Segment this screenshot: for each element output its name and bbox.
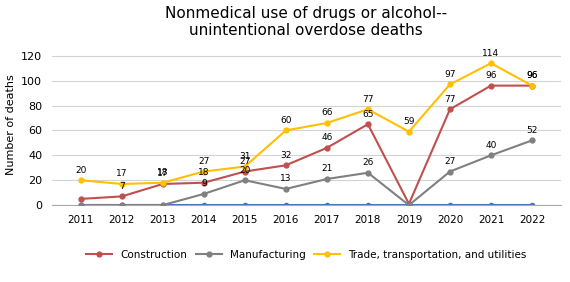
Text: 18: 18 [157, 168, 169, 177]
Trade, transportation, and utilities [160, 181, 166, 184]
Text: 9: 9 [201, 179, 207, 188]
Construction [528, 84, 535, 87]
Construction [446, 107, 453, 111]
Trade, transportation, and utilities [241, 165, 248, 168]
Construction [364, 122, 371, 126]
Manufacturing [282, 187, 289, 191]
Trade, transportation, and utilities [201, 170, 207, 173]
Construction [201, 181, 207, 184]
Text: 52: 52 [526, 126, 538, 135]
Text: 97: 97 [444, 70, 456, 79]
Text: 66: 66 [321, 108, 333, 117]
Line: Construction: Construction [78, 83, 535, 206]
Construction [160, 182, 166, 186]
Trade, transportation, and utilities [282, 129, 289, 132]
Legend: Construction, Manufacturing, Trade, transportation, and utilities: Construction, Manufacturing, Trade, tran… [82, 246, 531, 264]
Construction [487, 84, 494, 87]
Text: 20: 20 [75, 166, 87, 175]
Trade, transportation, and utilities [487, 61, 494, 65]
Trade, transportation, and utilities [323, 121, 330, 125]
Text: 96: 96 [485, 71, 496, 80]
Manufacturing [323, 177, 330, 181]
Trade, transportation, and utilities [405, 130, 412, 133]
Trade, transportation, and utilities [528, 84, 535, 87]
Text: 96: 96 [526, 71, 538, 80]
Text: 46: 46 [321, 133, 332, 142]
Text: 77: 77 [362, 95, 374, 104]
Construction [78, 197, 84, 201]
Text: 31: 31 [239, 152, 251, 161]
Text: 27: 27 [239, 157, 250, 166]
Text: 60: 60 [280, 116, 292, 125]
Manufacturing [241, 179, 248, 182]
Trade, transportation, and utilities [446, 83, 453, 86]
Manufacturing [487, 154, 494, 157]
Manufacturing [446, 170, 453, 173]
Title: Nonmedical use of drugs or alcohol--
unintentional overdose deaths: Nonmedical use of drugs or alcohol-- uni… [165, 6, 447, 38]
Text: 18: 18 [198, 168, 210, 177]
Construction [241, 170, 248, 173]
Text: 27: 27 [444, 157, 455, 166]
Manufacturing [364, 171, 371, 175]
Text: 114: 114 [482, 49, 499, 58]
Construction [405, 202, 412, 206]
Manufacturing [78, 203, 84, 207]
Text: 40: 40 [485, 141, 496, 150]
Trade, transportation, and utilities [119, 182, 125, 186]
Construction [323, 146, 330, 149]
Line: Trade, transportation, and utilities: Trade, transportation, and utilities [78, 61, 535, 186]
Text: 96: 96 [526, 71, 538, 80]
Text: 27: 27 [198, 157, 209, 166]
Text: 59: 59 [403, 117, 415, 126]
Manufacturing [160, 203, 166, 207]
Construction [282, 164, 289, 167]
Line: Manufacturing: Manufacturing [78, 138, 535, 208]
Trade, transportation, and utilities [364, 107, 371, 111]
Construction [119, 195, 125, 198]
Text: 21: 21 [321, 164, 332, 173]
Trade, transportation, and utilities [78, 179, 84, 182]
Text: 17: 17 [116, 169, 128, 179]
Text: 32: 32 [280, 151, 291, 160]
Text: 7: 7 [119, 182, 125, 191]
Text: 65: 65 [362, 110, 374, 119]
Text: 26: 26 [362, 158, 373, 167]
Manufacturing [405, 203, 412, 207]
Text: 20: 20 [239, 166, 250, 175]
Manufacturing [201, 192, 207, 196]
Manufacturing [528, 139, 535, 142]
Text: 13: 13 [280, 174, 292, 183]
Y-axis label: Number of deaths: Number of deaths [6, 74, 15, 175]
Manufacturing [119, 203, 125, 207]
Text: 17: 17 [157, 169, 169, 179]
Text: 77: 77 [444, 95, 456, 104]
